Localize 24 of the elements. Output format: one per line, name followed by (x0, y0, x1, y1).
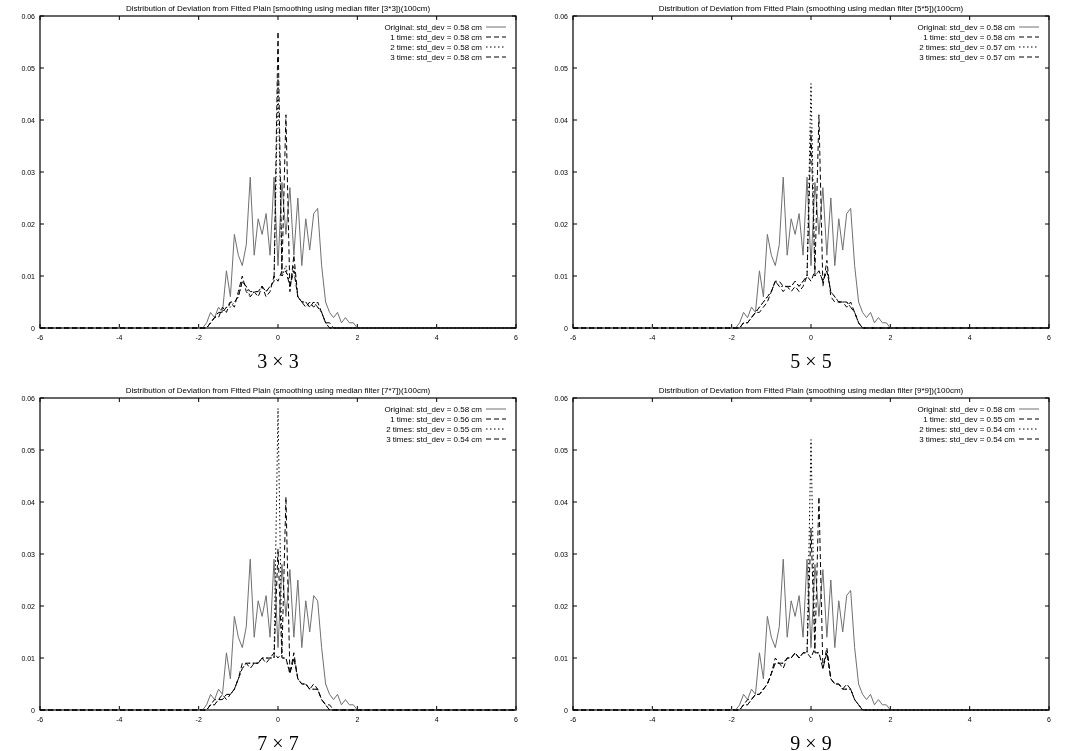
legend-label: 2 time: std_dev = 0.58 cm (390, 43, 483, 52)
legend-label: 1 time: std_dev = 0.58 cm (390, 33, 483, 42)
legend-label: 3 times: std_dev = 0.54 cm (386, 435, 483, 444)
legend-label: 3 time: std_dev = 0.58 cm (390, 53, 483, 62)
chart-title: Distribution of Deviation from Fitted Plain (smoothing using median filter [9*9])(100cm) (658, 386, 964, 395)
x-axis-title: 3 × 3 (257, 350, 299, 372)
legend-label: Original: std_dev = 0.58 cm (384, 23, 483, 32)
legend-label: Original: std_dev = 0.58 cm (917, 405, 1016, 414)
chart-title: Distribution of Deviation from Fitted Plain [smoothing using median filter [3*3])(100cm) (125, 4, 431, 13)
legend-label: 1 time: std_dev = 0.58 cm (923, 33, 1016, 42)
legend-label: 1 time: std_dev = 0.55 cm (923, 415, 1016, 424)
legend-label: Original: std_dev = 0.58 cm (384, 405, 483, 414)
legend-label: 3 times: std_dev = 0.54 cm (919, 435, 1016, 444)
chart-title: Distribution of Deviation from Fitted Plain (smoothing using median filter [5*5])(100cm) (658, 4, 964, 13)
legend-label: 2 times: std_dev = 0.55 cm (386, 425, 483, 434)
legend-label: 2 times: std_dev = 0.54 cm (919, 425, 1016, 434)
legend-label: 3 times: std_dev = 0.57 cm (919, 53, 1016, 62)
legend-label: 1 time: std_dev = 0.56 cm (390, 415, 483, 424)
legend-label: Original: std_dev = 0.58 cm (917, 23, 1016, 32)
x-axis-title: 9 × 9 (790, 732, 832, 751)
x-axis-title: 7 × 7 (257, 732, 299, 751)
legend-label: 2 times: std_dev = 0.57 cm (919, 43, 1016, 52)
x-axis-title: 5 × 5 (790, 350, 832, 372)
chart-title: Distribution of Deviation from Fitted Plain (smoothing using median filter [7*7])(100cm) (125, 386, 431, 395)
